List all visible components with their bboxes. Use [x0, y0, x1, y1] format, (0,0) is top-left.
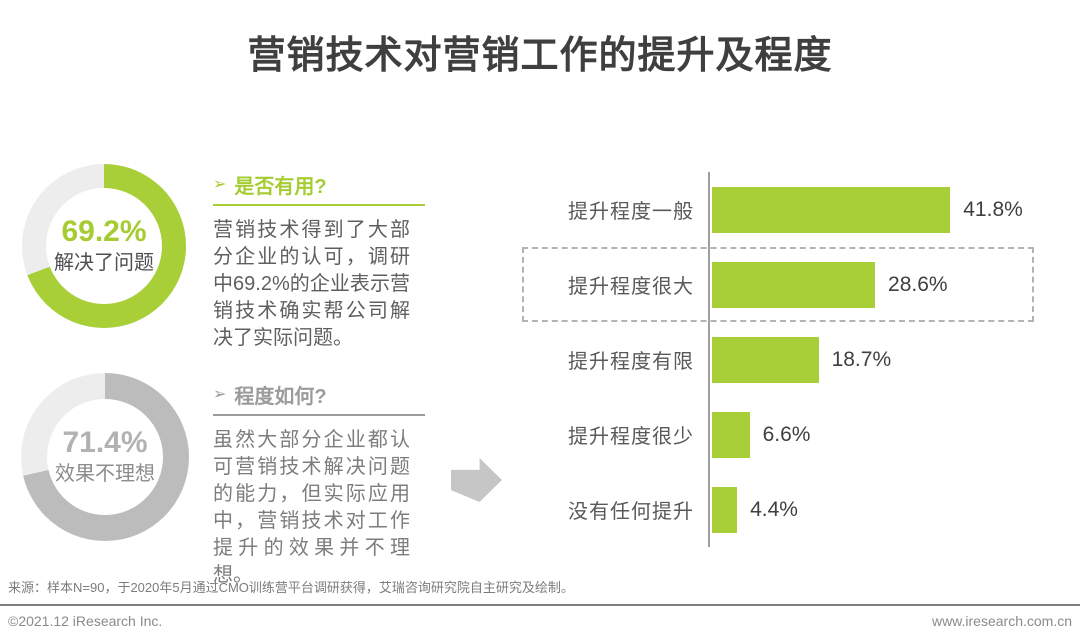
bar-value-label: 4.4%: [750, 497, 798, 521]
section-is-it-useful: ➢ 是否有用? 营销技术得到了大部分企业的认可，调研中69.2%的企业表示营销技…: [213, 170, 425, 352]
right-arrow-icon: [451, 458, 502, 502]
section-heading: ➢ 是否有用?: [213, 170, 425, 198]
bar-category-label: 提升程度一般: [568, 201, 694, 223]
bar: [712, 186, 951, 233]
bar-value-label: 41.8%: [963, 197, 1023, 221]
copyright-text: ©2021.12 iResearch Inc.: [8, 613, 163, 629]
donut-hole: 71.4% 效果不理想: [47, 399, 163, 515]
bar-row: 提升程度有限 18.7%: [522, 322, 1034, 397]
footer-divider: [0, 604, 1080, 606]
arrow-bullet-icon: ➢: [213, 176, 227, 193]
bar-row: 没有任何提升 4.4%: [522, 472, 1034, 547]
bar-chart-improvement-degree: 提升程度一般 41.8% 提升程度很大 28.6% 提升程度有限 18.7% 提升程度很少 6…: [522, 172, 1034, 547]
section-to-what-degree: ➢ 程度如何? 虽然大部分企业都认可营销技术解决问题的能力，但实际应用中，营销技…: [213, 380, 425, 589]
bar-category-label: 提升程度很少: [568, 426, 694, 448]
bar-category-label: 没有任何提升: [568, 501, 694, 523]
bar: [712, 411, 750, 458]
bar-value-label: 18.7%: [831, 347, 892, 371]
bar-category-label: 提升程度有限: [568, 351, 694, 373]
section-divider: [213, 414, 425, 416]
section-body-text: 营销技术得到了大部分企业的认可，调研中69.2%的企业表示营销技术确实帮公司解决…: [213, 219, 410, 349]
section-heading: ➢ 程度如何?: [213, 380, 425, 408]
section-divider: [213, 204, 425, 206]
source-note: 来源：样本N=90，于2020年5月通过CMO训练营平台调研获得，艾瑞咨询研究院…: [8, 580, 574, 595]
highlight-dashed-box: [522, 247, 1034, 322]
bar-row: 提升程度很少 6.6%: [522, 397, 1034, 472]
bar-rows: 提升程度一般 41.8% 提升程度很大 28.6% 提升程度有限 18.7% 提升程度很少 6…: [522, 172, 1034, 547]
bar-value-label: 28.6%: [888, 272, 948, 296]
section-heading-text: 是否有用?: [234, 175, 327, 198]
bar-row: 提升程度一般 41.8%: [522, 172, 1034, 247]
page-title: 营销技术对营销工作的提升及程度: [247, 35, 833, 77]
donut-caption: 解决了问题: [54, 252, 154, 274]
chart-axis-line: [708, 172, 710, 547]
section-heading-text: 程度如何?: [234, 385, 327, 408]
bar-value-label: 6.6%: [762, 422, 811, 446]
section-body-text: 虽然大部分企业都认可营销技术解决问题的能力，但实际应用中，营销技术对工作提升的效…: [213, 429, 410, 586]
donut-hole: 69.2% 解决了问题: [46, 188, 162, 304]
donut-chart-problem-solved: 69.2% 解决了问题: [22, 164, 186, 328]
donut-caption: 效果不理想: [55, 463, 155, 485]
donut-value: 71.4%: [62, 426, 148, 459]
donut-value: 69.2%: [61, 215, 147, 248]
bar-category-label: 提升程度很大: [568, 276, 694, 298]
bar-row: 提升程度很大 28.6%: [522, 247, 1034, 322]
bar: [712, 261, 876, 308]
website-text: www.iresearch.com.cn: [931, 613, 1072, 629]
donut-chart-effect-not-ideal: 71.4% 效果不理想: [21, 373, 189, 541]
bar: [712, 336, 819, 383]
arrow-bullet-icon: ➢: [213, 386, 227, 403]
bar: [712, 486, 738, 533]
